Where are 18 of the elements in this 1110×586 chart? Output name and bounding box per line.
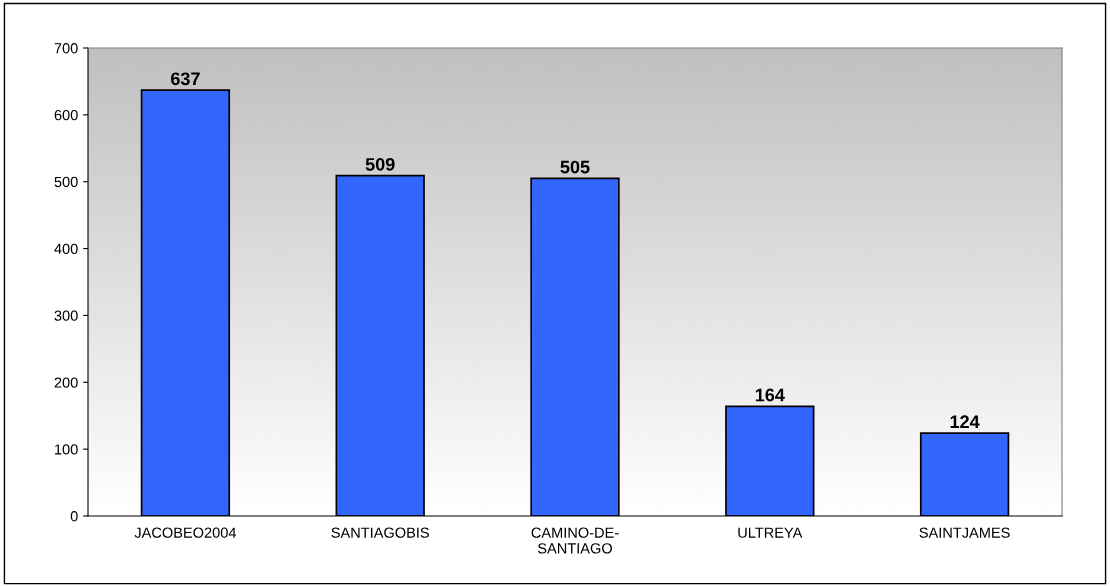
y-tick-label: 700 [54, 43, 78, 54]
data-label: 637 [171, 72, 200, 86]
y-tick-label: 500 [54, 176, 78, 188]
x-tick-label: ULTREYA [738, 527, 803, 538]
data-label: 164 [755, 388, 785, 402]
y-tick-label: 0 [70, 511, 78, 522]
y-tick-label: 600 [54, 109, 78, 121]
y-tick-label: 200 [54, 377, 78, 388]
y-tick-label: 400 [54, 243, 78, 254]
y-tick-label: 100 [55, 444, 78, 455]
x-tick-label: CAMINO-DE- SANTIAGO [531, 527, 619, 554]
x-tick-label: SANTIAGOBIS [331, 527, 429, 538]
x-tick-label: JACOBEO2004 [134, 527, 237, 538]
data-label: 505 [560, 160, 590, 174]
x-tick-label: SAINTJAMES [919, 527, 1010, 538]
data-label: 509 [365, 157, 395, 171]
y-tick-label: 300 [54, 310, 78, 321]
data-label: 124 [950, 415, 980, 428]
